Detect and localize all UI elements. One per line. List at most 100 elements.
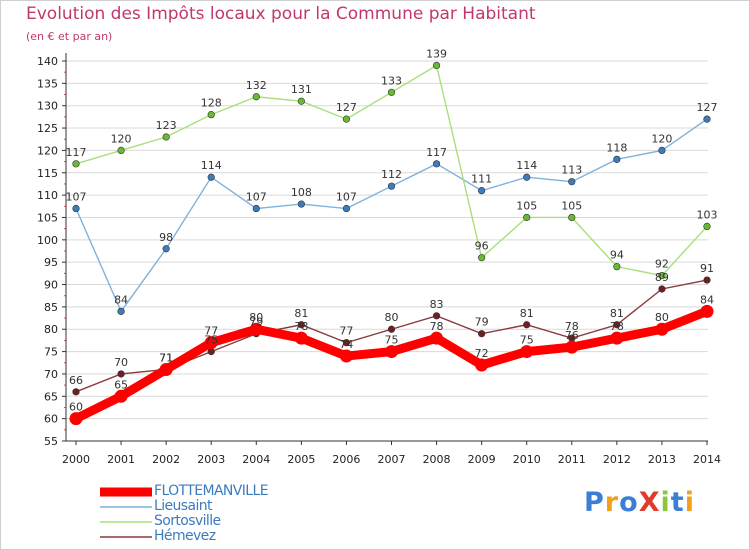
data-point-sortosville: [703, 222, 711, 231]
data-point-sortosville: [568, 213, 576, 222]
x-tick-label: 2012: [603, 453, 631, 466]
data-label-flottemanville: 78: [610, 320, 624, 333]
data-point-hemevez: [342, 339, 351, 347]
y-tick-label: 70: [44, 368, 58, 381]
data-point-sortosville: [72, 160, 80, 168]
data-label-flottemanville: 78: [294, 320, 308, 333]
logo-letter: r: [604, 487, 620, 518]
legend-item-sortosville: Sortosville: [100, 514, 268, 529]
data-label-lieusaint: 112: [381, 168, 402, 181]
logo-letter: i: [660, 487, 671, 518]
data-point-flottemanville: [430, 331, 444, 345]
data-point-sortosville: [117, 146, 125, 155]
data-label-hemevez: 80: [385, 311, 399, 324]
data-point-flottemanville: [475, 358, 489, 372]
data-point-hemevez: [207, 347, 215, 356]
data-label-sortosville: 128: [201, 97, 222, 110]
data-point-lieusaint: [342, 204, 351, 213]
data-point-sortosville: [432, 61, 441, 70]
data-label-hemevez: 79: [249, 316, 263, 329]
data-label-flottemanville: 75: [385, 334, 399, 347]
data-point-lieusaint: [72, 204, 80, 213]
data-point-hemevez: [432, 312, 441, 320]
x-tick-label: 2007: [378, 453, 406, 466]
legend-label: Sortosville: [154, 513, 221, 529]
y-tick-label: 115: [37, 167, 58, 180]
data-label-sortosville: 96: [475, 240, 489, 253]
legend-item-lieusaint: Lieusaint: [100, 499, 268, 514]
data-point-flottemanville: [655, 322, 669, 336]
x-tick-label: 2004: [242, 453, 270, 466]
x-tick-label: 2005: [287, 453, 315, 466]
data-label-sortosville: 105: [561, 199, 582, 212]
data-point-flottemanville: [700, 304, 714, 318]
data-label-hemevez: 70: [114, 356, 128, 369]
legend-label: Hémevez: [154, 528, 216, 544]
legend-label: Lieusaint: [154, 498, 213, 514]
chart-title: Evolution des Impôts locaux pour la Comm…: [26, 4, 536, 24]
data-label-flottemanville: 80: [655, 311, 669, 324]
proxiti-logo: ProXiti: [584, 487, 695, 518]
data-label-flottemanville: 60: [69, 401, 83, 414]
data-point-sortosville: [658, 271, 666, 280]
data-point-flottemanville: [520, 345, 534, 359]
data-point-hemevez: [387, 325, 396, 333]
data-label-lieusaint: 113: [561, 164, 582, 177]
data-label-sortosville: 92: [655, 258, 669, 271]
data-label-lieusaint: 84: [114, 293, 128, 306]
data-point-flottemanville: [610, 331, 624, 345]
y-tick-label: 95: [44, 256, 58, 269]
logo-letter: X: [638, 487, 661, 518]
data-point-hemevez: [478, 330, 486, 338]
legend-swatch-flottemanville: [100, 487, 152, 497]
data-label-hemevez: 89: [655, 271, 669, 284]
data-label-flottemanville: 84: [700, 293, 714, 306]
chart-legend: FLOTTEMANVILLE Lieusaint Sortosville Hém…: [100, 483, 269, 544]
legend-item-hemevez: Hémevez: [100, 529, 268, 544]
data-label-flottemanville: 74: [339, 338, 353, 351]
data-point-sortosville: [478, 254, 486, 262]
logo-letter: i: [684, 487, 695, 518]
x-tick-label: 2001: [107, 453, 135, 466]
data-point-hemevez: [658, 285, 666, 293]
y-tick-label: 85: [44, 301, 58, 314]
data-point-flottemanville: [565, 340, 579, 354]
data-label-flottemanville: 72: [475, 347, 489, 360]
data-label-lieusaint: 117: [426, 146, 447, 159]
y-tick-label: 60: [44, 413, 58, 426]
data-point-lieusaint: [207, 173, 215, 181]
y-tick-label: 125: [37, 122, 58, 135]
legend-label: FLOTTEMANVILLE: [154, 483, 269, 499]
data-label-sortosville: 139: [426, 47, 447, 60]
data-point-sortosville: [613, 263, 621, 271]
data-point-hemevez: [613, 321, 621, 329]
data-label-sortosville: 94: [610, 249, 624, 262]
data-point-flottemanville: [294, 331, 308, 345]
data-label-hemevez: 71: [159, 351, 173, 364]
data-point-flottemanville: [159, 362, 173, 376]
data-label-lieusaint: 118: [606, 141, 627, 154]
data-point-flottemanville: [385, 345, 398, 359]
data-point-lieusaint: [387, 182, 396, 190]
data-label-hemevez: 91: [700, 262, 714, 275]
legend-swatch-lieusaint: [100, 506, 152, 508]
data-label-lieusaint: 111: [471, 173, 492, 186]
data-label-flottemanville: 75: [520, 334, 534, 347]
data-label-lieusaint: 127: [697, 101, 718, 114]
data-point-flottemanville: [249, 322, 263, 336]
x-tick-label: 2003: [197, 453, 225, 466]
y-tick-label: 80: [44, 323, 58, 336]
data-point-lieusaint: [658, 146, 666, 155]
x-tick-label: 2013: [648, 453, 676, 466]
data-label-hemevez: 81: [610, 307, 624, 320]
data-label-hemevez: 77: [339, 325, 353, 338]
y-tick-label: 130: [37, 100, 58, 113]
x-tick-label: 2011: [558, 453, 586, 466]
data-label-sortosville: 127: [336, 101, 357, 114]
x-tick-label: 2009: [468, 453, 496, 466]
data-label-lieusaint: 107: [336, 191, 357, 204]
data-point-flottemanville: [339, 349, 353, 363]
data-label-lieusaint: 98: [159, 231, 173, 244]
x-tick-label: 2008: [423, 453, 451, 466]
